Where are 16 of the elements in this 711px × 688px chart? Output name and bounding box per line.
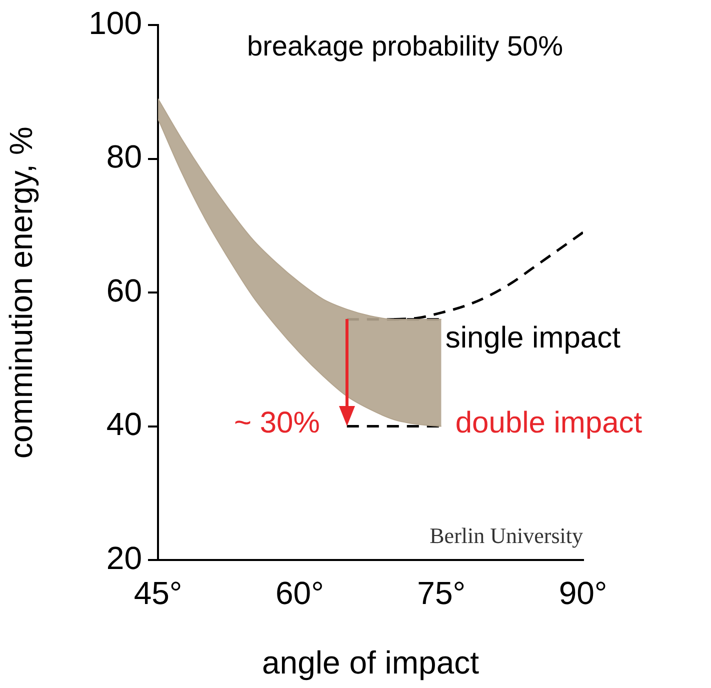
y-tick-label: 80 [106,138,142,175]
x-tick-label: 75° [417,575,466,612]
x-tick-label: 60° [275,575,324,612]
chart-title: breakage probability 50% [247,30,563,62]
y-tick-label: 20 [106,540,142,576]
y-tick-label: 100 [88,5,142,42]
annotation: double impact [455,406,643,440]
x-tick-label: 45° [134,575,182,612]
annotation: ~ 30% [234,406,320,440]
x-tick-label: 90° [558,575,608,612]
annotation: single impact [445,322,622,355]
x-axis-title: angle of impact [262,644,480,681]
y-tick-label: 60 [106,272,142,308]
annotation: Berlin University [430,522,583,548]
y-tick-label: 40 [106,406,142,442]
y-axis-title: comminution energy, % [3,126,40,459]
